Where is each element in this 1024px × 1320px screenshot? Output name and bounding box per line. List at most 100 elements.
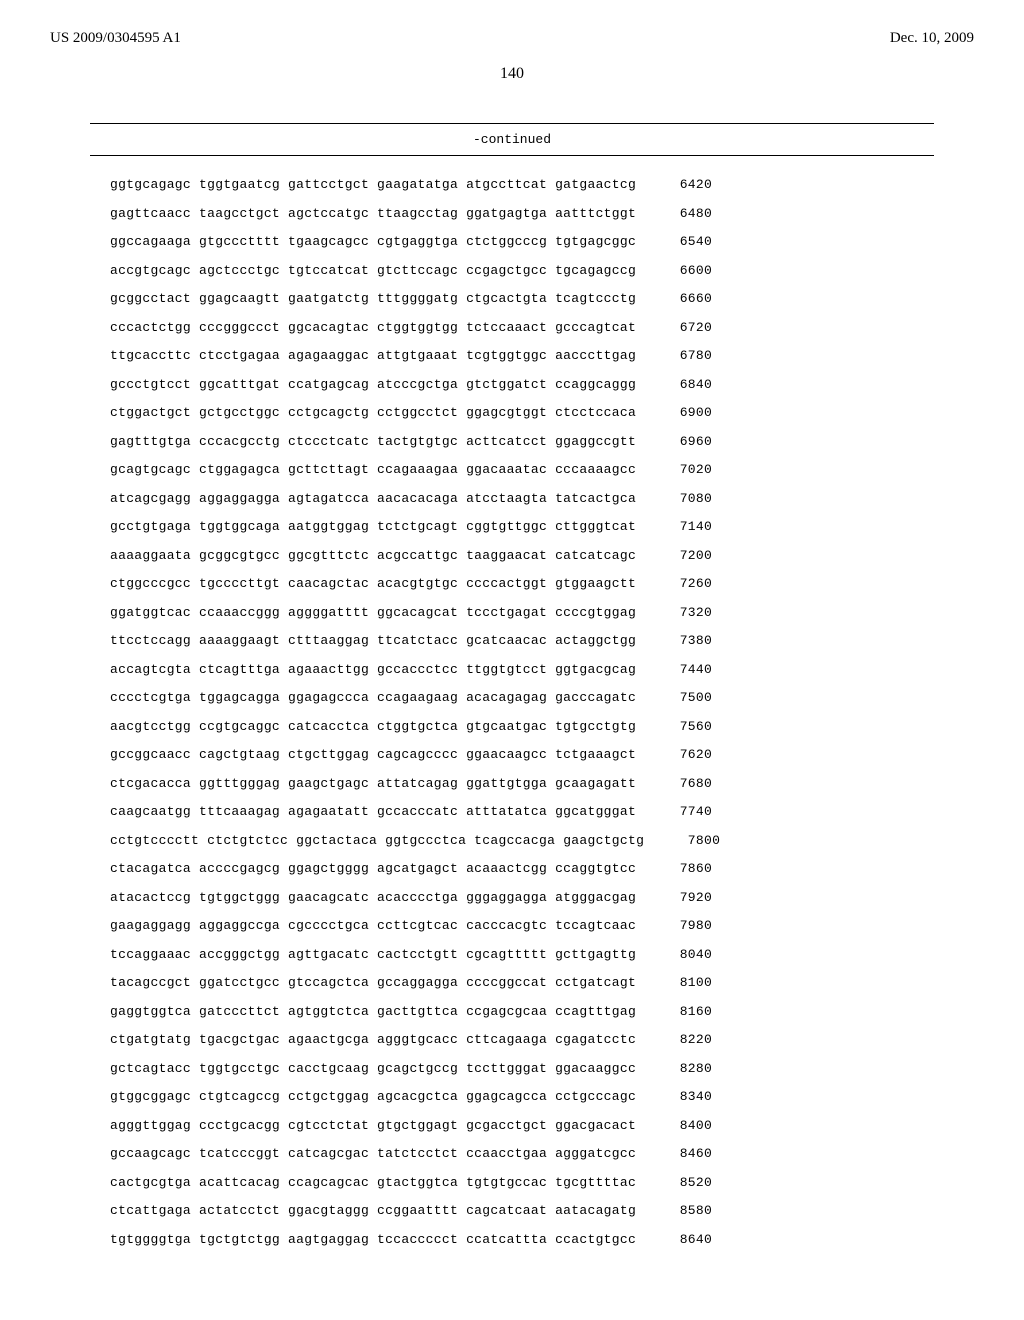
sequence-block: ggatcctgcc [199,976,280,989]
sequence-block: aatttctggt [555,207,636,220]
sequence-block: ctggtgctca [377,720,458,733]
sequence-block: atcccgctga [377,378,458,391]
sequence-block: cccctcgtga [110,691,191,704]
sequence-block: ggccagaaga [110,235,191,248]
sequence-block: atacactccg [110,891,191,904]
sequence-block: cctgctggag [288,1090,369,1103]
sequence-block: ggtgccctca [385,834,466,847]
sequence-block: gaatgatctg [288,292,369,305]
sequence-block: gctgcctggc [199,406,280,419]
sequence-block: cgagatcctc [555,1033,636,1046]
sequence-block: gacccagatc [555,691,636,704]
sequence-block: gaagctgagc [288,777,369,790]
sequence-position: 8580 [662,1204,712,1217]
sequence-block: aatggtggag [288,520,369,533]
sequence-block: aagtgaggag [288,1233,369,1246]
sequence-block: accccgagcg [199,862,280,875]
sequence-block: ggaggccgtt [555,435,636,448]
sequence-row: gcctgtgagatggtggcagaaatggtggagtctctgcagt… [110,520,914,533]
sequence-block: ctgatgtatg [110,1033,191,1046]
sequence-block: ggatggtcac [110,606,191,619]
sequence-block: tgccccttgt [199,577,280,590]
sequence-block: aggaggccga [199,919,280,932]
sequence-block: cctggcctct [377,406,458,419]
sequence-block: ccaggtgtcc [555,862,636,875]
sequence-block: acgccattgc [377,549,458,562]
sequence-position: 8040 [662,948,712,961]
sequence-block: aatacagatg [555,1204,636,1217]
sequence-block: ctgcactgta [466,292,547,305]
doc-date: Dec. 10, 2009 [890,30,974,47]
sequence-position: 8160 [662,1005,712,1018]
sequence-block: ttcctccagg [110,634,191,647]
continued-label: -continued [50,132,974,147]
sequence-block: ctggcccgcc [110,577,191,590]
sequence-row: ctcgacaccaggtttgggaggaagctgagcattatcagag… [110,777,914,790]
sequence-row: gagttcaacctaagcctgctagctccatgcttaagcctag… [110,207,914,220]
sequence-block: catcagcgac [288,1147,369,1160]
sequence-block: tccttgggat [466,1062,547,1075]
sequence-row: cccactctggcccgggccctggcacagtacctggtggtgg… [110,321,914,334]
sequence-position: 6420 [662,178,712,191]
sequence-block: tggtgaatcg [199,178,280,191]
sequence-position: 7200 [662,549,712,562]
sequence-block: cagcagcccc [377,748,458,761]
sequence-position: 6720 [662,321,712,334]
sequence-row: ctgatgtatgtgacgctgacagaactgcgaagggtgcacc… [110,1033,914,1046]
sequence-row: gcggcctactggagcaagttgaatgatctgtttggggatg… [110,292,914,305]
sequence-block: tcagtccctg [555,292,636,305]
sequence-block: ctggactgct [110,406,191,419]
sequence-block: tcagccacga [474,834,555,847]
sequence-block: ggagcgtggt [466,406,547,419]
sequence-block: tcgtggtggc [466,349,547,362]
sequence-block: cacctgcaag [288,1062,369,1075]
sequence-block: gcatcaacac [466,634,547,647]
sequence-row: cactgcgtgaacattcacagccagcagcacgtactggtca… [110,1176,914,1189]
sequence-block: ctggtggtgg [377,321,458,334]
sequence-row: gaggtggtcagatcccttctagtggtctcagacttgttca… [110,1005,914,1018]
sequence-position: 6840 [662,378,712,391]
sequence-block: ggatgagtga [466,207,547,220]
sequence-block: ttcatctacc [377,634,458,647]
sequence-block: gaggtggtca [110,1005,191,1018]
sequence-block: aacccttgag [555,349,636,362]
page-number: 140 [50,65,974,83]
sequence-position: 7080 [662,492,712,505]
sequence-position: 8340 [662,1090,712,1103]
sequence-row: gtggcggagcctgtcagccgcctgctggagagcacgctca… [110,1090,914,1103]
sequence-block: ctccctcatc [288,435,369,448]
sequence-block: acaaactcgg [466,862,547,875]
sequence-position: 8640 [662,1233,712,1246]
sequence-block: gccaccctcc [377,663,458,676]
sequence-position: 7620 [662,748,712,761]
sequence-position: 7500 [662,691,712,704]
sequence-block: gccctgtcct [110,378,191,391]
sequence-block: gcggcctact [110,292,191,305]
sequence-block: tggagcagga [199,691,280,704]
sequence-block: tgcgttttac [555,1176,636,1189]
sequence-block: tactgtgtgc [377,435,458,448]
sequence-block: gaagctgctg [563,834,644,847]
sequence-block: accgggctgg [199,948,280,961]
sequence-block: gcaagagatt [555,777,636,790]
sequence-block: catcatcagc [555,549,636,562]
sequence-block: gattcctgct [288,178,369,191]
sequence-block: cctgcagctg [288,406,369,419]
sequence-block: ccactgtgcc [555,1233,636,1246]
sequence-block: tgtgtgccac [466,1176,547,1189]
sequence-row: aaaaggaatagcggcgtgccggcgtttctcacgccattgc… [110,549,914,562]
sequence-block: gcggcgtgcc [199,549,280,562]
sequence-block: catcacctca [288,720,369,733]
sequence-block: gtggaagctt [555,577,636,590]
sequence-block: ccgagcgcaa [466,1005,547,1018]
sequence-block: gcgacctgct [466,1119,547,1132]
sequence-block: ccaacctgaa [466,1147,547,1160]
sequence-block: aggggatttt [288,606,369,619]
sequence-row: atacactccgtgtggctggggaacagcatcacacccctga… [110,891,914,904]
sequence-block: gccacccatc [377,805,458,818]
sequence-block: acttcatcct [466,435,547,448]
sequence-block: ccagcagcac [288,1176,369,1189]
doc-id: US 2009/0304595 A1 [50,30,181,47]
sequence-block: agcatgagct [377,862,458,875]
sequence-block: acacagagag [466,691,547,704]
